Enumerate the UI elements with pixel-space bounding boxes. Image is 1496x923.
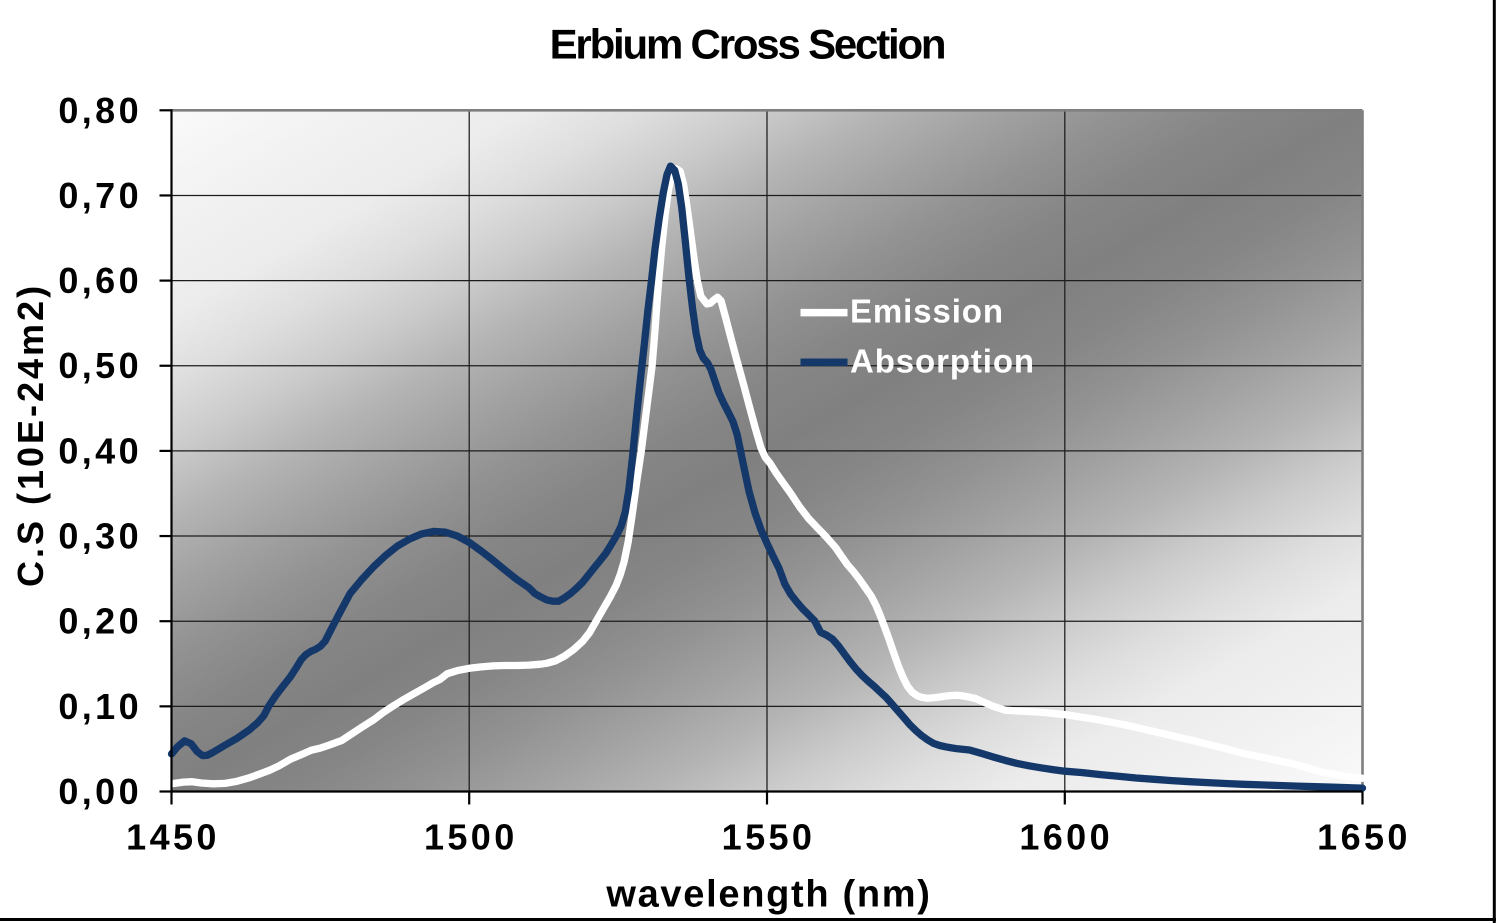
svg-text:1600: 1600	[1019, 817, 1113, 858]
svg-text:0,40: 0,40	[58, 430, 142, 471]
svg-text:0,00: 0,00	[58, 771, 142, 812]
svg-text:0,30: 0,30	[58, 516, 142, 557]
svg-text:wavelength (nm): wavelength (nm)	[605, 874, 931, 916]
svg-text:0,10: 0,10	[58, 686, 142, 727]
svg-text:1650: 1650	[1317, 817, 1411, 858]
svg-text:Emission: Emission	[850, 293, 1004, 330]
svg-text:1500: 1500	[424, 817, 518, 858]
svg-text:C.S (10E-24m2): C.S (10E-24m2)	[10, 283, 51, 587]
svg-text:0,70: 0,70	[58, 175, 142, 216]
svg-text:0,60: 0,60	[58, 260, 142, 301]
svg-text:Absorption: Absorption	[850, 342, 1035, 379]
svg-text:0,50: 0,50	[58, 345, 142, 386]
svg-text:0,80: 0,80	[58, 90, 142, 131]
svg-text:1550: 1550	[722, 817, 816, 858]
svg-text:0,20: 0,20	[58, 601, 142, 642]
svg-text:1450: 1450	[126, 817, 220, 858]
svg-text:Erbium Cross Section: Erbium Cross Section	[550, 21, 945, 68]
